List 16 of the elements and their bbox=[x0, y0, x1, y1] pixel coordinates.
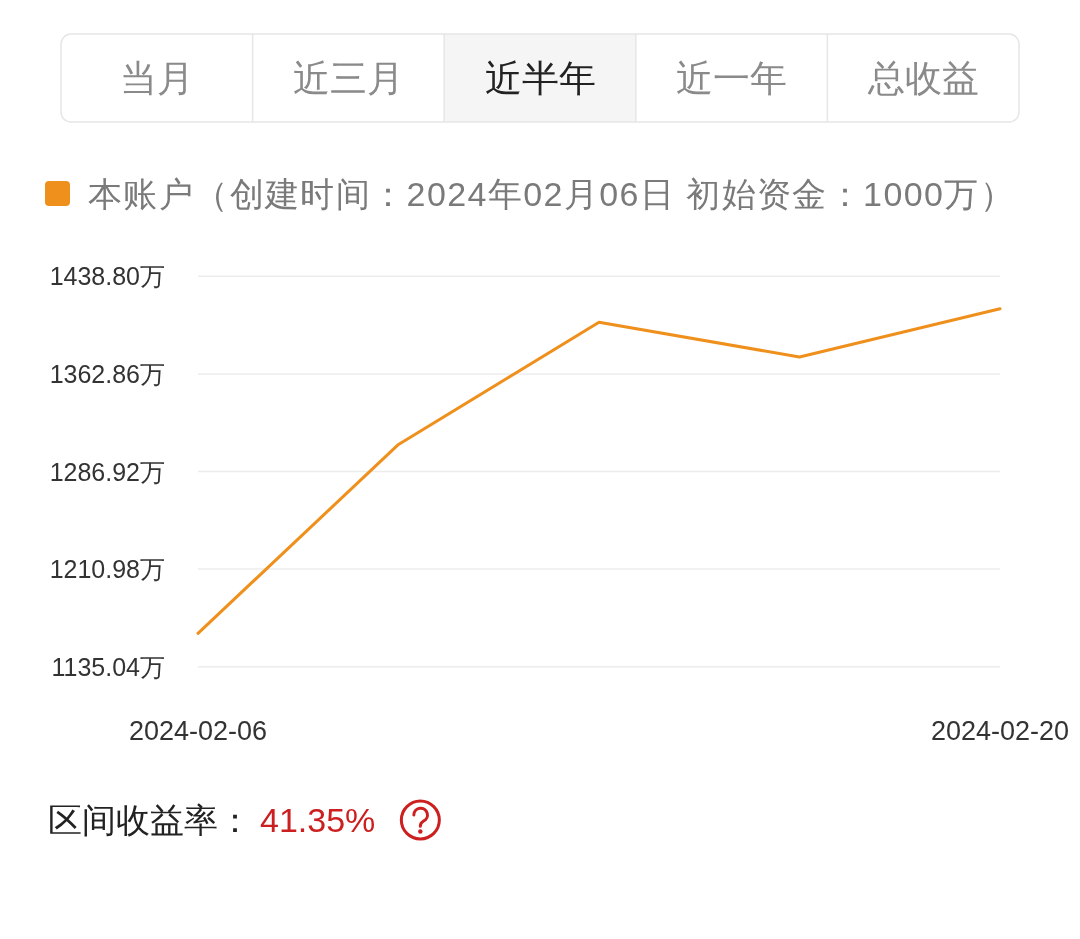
y-tick-label: 1286.92万 bbox=[49, 457, 165, 486]
x-tick-label: 2024-02-06 bbox=[128, 716, 268, 746]
text: 41.35% bbox=[260, 801, 376, 839]
tab: 近三月 bbox=[251, 33, 445, 123]
line-series bbox=[196, 307, 1002, 635]
tab: 总收益 bbox=[826, 33, 1020, 123]
tab-selected: 近半年 bbox=[443, 33, 637, 123]
tab: 当月 bbox=[60, 33, 254, 123]
legend-label: 本账户（创建时间：2024年02月06日 初始资金：1000万） bbox=[88, 174, 1016, 213]
tab: 近一年 bbox=[635, 33, 829, 123]
text: 区间收益率： bbox=[48, 801, 252, 839]
y-tick-label: 1438.80万 bbox=[49, 262, 165, 291]
y-tick-label: 1362.86万 bbox=[49, 359, 165, 388]
x-tick-label: 2024-02-20 bbox=[930, 716, 1070, 746]
y-tick-label: 1210.98万 bbox=[49, 555, 165, 584]
y-tick-label: 1135.04万 bbox=[51, 652, 165, 681]
